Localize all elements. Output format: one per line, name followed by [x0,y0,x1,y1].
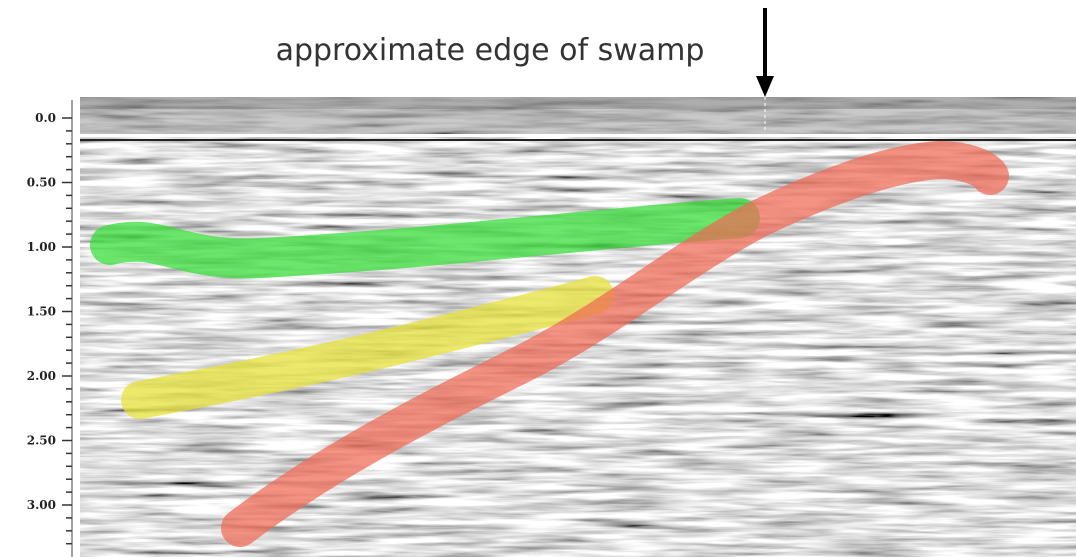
tick-label: 1.00 [27,240,56,254]
tick-label: 0.50 [27,176,56,190]
arrow-head [756,76,774,97]
tick-label: 1.50 [27,305,56,319]
surface-line [80,139,1076,141]
green-horizon [90,198,760,279]
surface-line [80,134,1076,137]
surface-band [80,109,1076,134]
yellow-horizon [121,276,614,419]
tick-label: 0.0 [35,111,56,125]
depth-axis: 0.0 0.50 1.00 1.50 2.00 2.50 3.00 [27,100,73,557]
surface-band [80,97,1076,109]
tick-label: 3.00 [27,498,56,512]
tick-label: 2.50 [27,434,56,448]
red-horizon [221,140,1009,547]
tick-label: 2.00 [27,369,56,383]
annotation: approximate edge of swamp [276,33,705,68]
